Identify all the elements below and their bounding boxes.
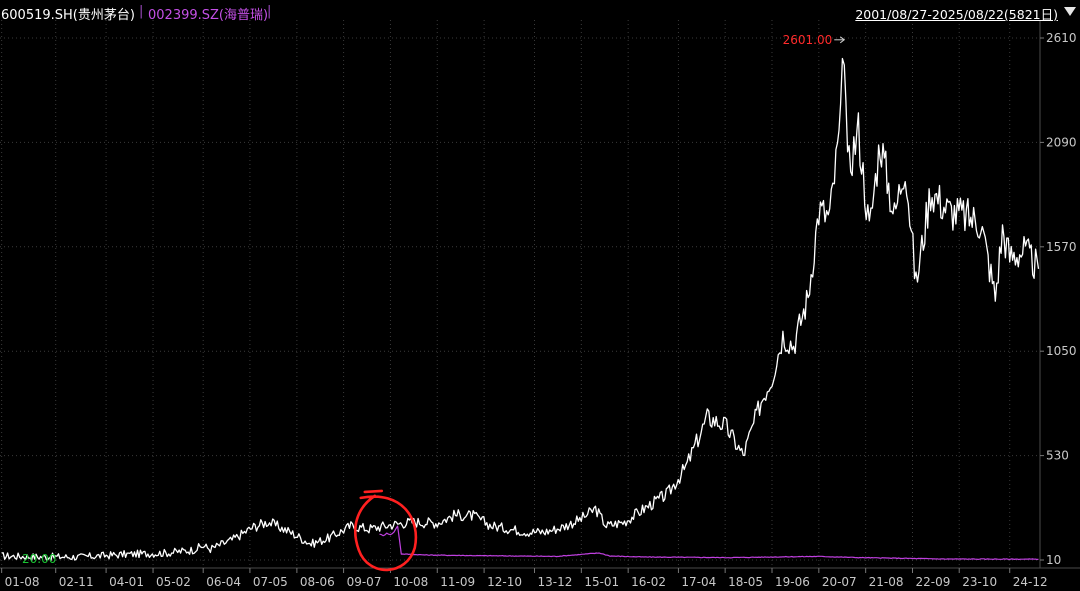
- symbol-separator: |: [139, 4, 144, 19]
- y-tick-label: 1570: [1046, 240, 1077, 254]
- x-tick-label: 15-01: [584, 575, 619, 589]
- compare-symbol-label[interactable]: 002399.SZ(海普瑞): [148, 8, 269, 23]
- y-tick-label: 2610: [1046, 31, 1077, 45]
- x-tick-label: 19-06: [775, 575, 810, 589]
- x-tick-label: 01-08: [5, 575, 40, 589]
- x-tick-label: 16-02: [631, 575, 666, 589]
- hepalink-price-line[interactable]: [379, 525, 1039, 561]
- x-tick-label: 05-02: [156, 575, 191, 589]
- min-price-label: 20.00: [22, 552, 56, 566]
- x-tick-label: 08-06: [300, 575, 335, 589]
- extreme-labels: 2601.00 20.00: [22, 33, 846, 566]
- x-tick-label: 18-05: [728, 575, 763, 589]
- x-tick-label: 23-10: [962, 575, 997, 589]
- x-tick-label: 13-12: [537, 575, 572, 589]
- x-tick-label: 06-04: [206, 575, 241, 589]
- symbol-separator-end: |: [267, 4, 272, 19]
- x-axis: 01-08 02-11 04-01 05-02 06-04 07-05 08-06 09-07…: [1, 568, 1048, 589]
- y-tick-label: 2090: [1046, 135, 1077, 149]
- x-tick-label: 21-08: [869, 575, 904, 589]
- x-tick-label: 24-12: [1013, 575, 1048, 589]
- x-tick-label: 02-11: [59, 575, 94, 589]
- x-tick-label: 22-09: [915, 575, 950, 589]
- x-tick-label: 17-04: [681, 575, 716, 589]
- x-tick-label: 09-07: [347, 575, 382, 589]
- x-tick-label: 10-08: [393, 575, 428, 589]
- max-price-label: 2601.00: [783, 33, 833, 47]
- y-tick-label: 530: [1046, 449, 1069, 463]
- y-axis: 10 530 1050 1570 2090 2610: [1040, 31, 1077, 567]
- x-tick-label: 07-05: [253, 575, 288, 589]
- date-range-label[interactable]: 2001/08/27-2025/08/22(5821日): [855, 7, 1058, 22]
- triangle-down-icon[interactable]: [1063, 4, 1077, 18]
- y-tick-label: 10: [1046, 553, 1061, 567]
- x-tick-label: 04-01: [109, 575, 144, 589]
- arrow-right-icon: [839, 36, 846, 44]
- annotation-layer: [354, 489, 418, 572]
- grid-lines: [0, 20, 1080, 569]
- x-tick-label: 12-10: [487, 575, 522, 589]
- series-layer: [1, 57, 1040, 561]
- maotai-price-line[interactable]: [1, 57, 1040, 561]
- annotation-circle: [354, 489, 418, 572]
- x-tick-label: 11-09: [440, 575, 475, 589]
- x-tick-label: 20-07: [822, 575, 857, 589]
- main-symbol-label[interactable]: 600519.SH(贵州茅台): [1, 8, 135, 23]
- y-tick-label: 1050: [1046, 344, 1077, 358]
- chart-header: 600519.SH(贵州茅台) | 002399.SZ(海普瑞) | 2001/…: [0, 0, 1080, 24]
